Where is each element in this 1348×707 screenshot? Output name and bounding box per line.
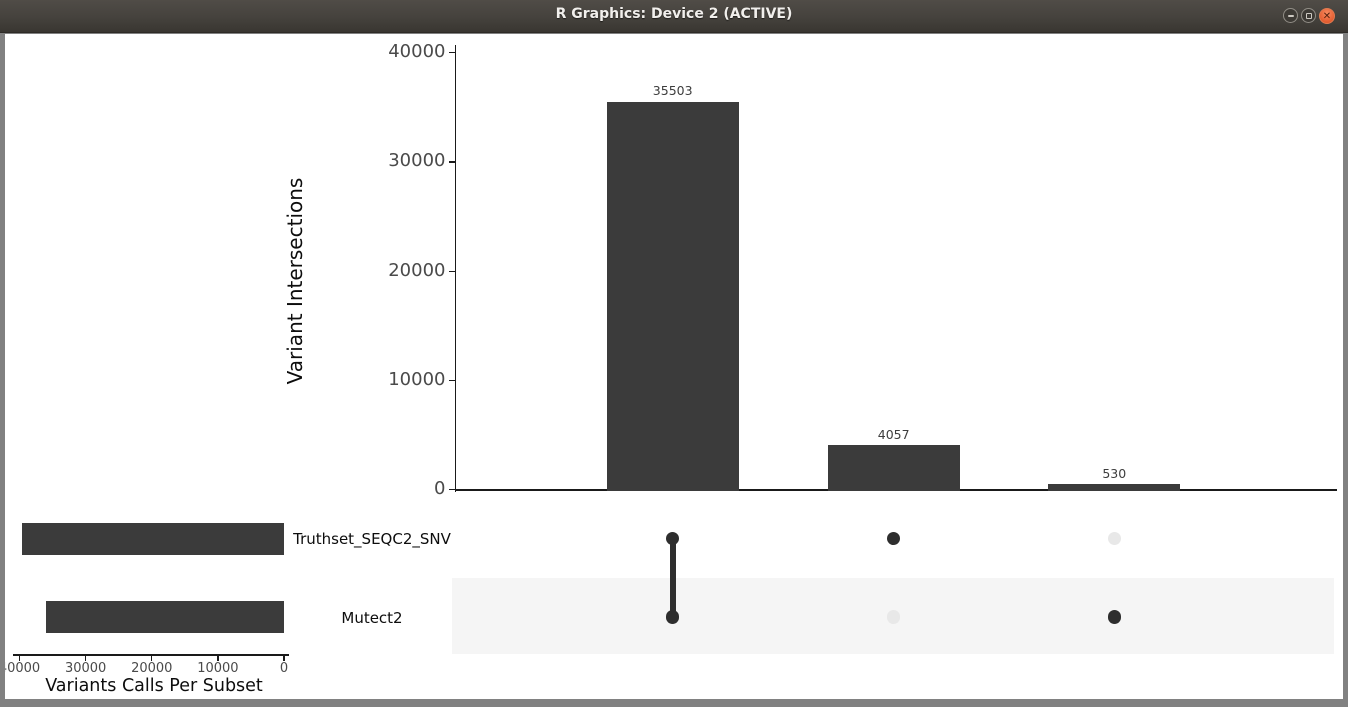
matrix-dot-inactive xyxy=(886,610,901,624)
y-axis-tick-label: 40000 xyxy=(388,41,446,63)
matrix-dot-active xyxy=(665,610,680,624)
upset-plot: Variant Intersections Truthset_SEQC2_SNV… xyxy=(5,34,1343,699)
set-axis-tick xyxy=(18,655,21,661)
intersection-y-axis-line xyxy=(454,45,457,492)
y-axis-tick xyxy=(448,51,456,54)
set-label-truthset: Truthset_SEQC2_SNV xyxy=(293,530,451,548)
set-axis-tick xyxy=(85,655,87,661)
y-axis-tick-label: 10000 xyxy=(388,369,446,390)
intersection-bar-value: 530 xyxy=(1102,465,1127,481)
intersection-bar xyxy=(827,445,960,491)
set-axis-tick-label: 0 xyxy=(279,661,289,676)
set-size-axis-line xyxy=(13,654,289,656)
matrix-dot-active xyxy=(1107,610,1122,624)
intersection-bar xyxy=(606,101,739,491)
set-axis-tick xyxy=(217,655,219,661)
y-axis-tick xyxy=(448,489,456,491)
intersection-bar-value: 35503 xyxy=(652,83,693,99)
set-size-bar xyxy=(45,600,284,633)
minimize-button[interactable] xyxy=(1283,8,1298,23)
matrix-dot-active xyxy=(886,531,901,546)
intersection-bar xyxy=(1048,484,1181,491)
y-axis-tick xyxy=(448,379,456,382)
set-axis-tick-label: 10000 xyxy=(197,661,239,676)
set-axis-tick-label: 20000 xyxy=(131,661,173,676)
minimize-icon xyxy=(1287,15,1294,17)
close-icon: ✕ xyxy=(1322,10,1332,22)
intersection-bar-value: 4057 xyxy=(877,426,910,442)
set-size-bar xyxy=(22,523,284,555)
window-titlebar[interactable]: R Graphics: Device 2 (ACTIVE) ✕ xyxy=(0,0,1348,33)
close-button[interactable]: ✕ xyxy=(1319,7,1335,24)
set-label-mutect2: Mutect2 xyxy=(341,608,403,627)
maximize-icon xyxy=(1305,12,1312,19)
set-axis-tick xyxy=(151,655,153,661)
matrix-dot-inactive xyxy=(1107,531,1122,546)
maximize-button[interactable] xyxy=(1301,8,1316,23)
set-axis-tick xyxy=(283,655,285,661)
plot-canvas: Variant Intersections Truthset_SEQC2_SNV… xyxy=(5,34,1343,699)
matrix-dot-active xyxy=(665,531,680,546)
window-title: R Graphics: Device 2 (ACTIVE) xyxy=(555,6,793,22)
set-axis-tick-label: 40000 xyxy=(5,661,41,676)
matrix-connector xyxy=(669,538,676,617)
set-axis-tick-label: 30000 xyxy=(64,661,107,676)
y-axis-tick-label: 0 xyxy=(434,478,446,500)
y-axis-tick xyxy=(448,270,456,272)
y-axis-tick xyxy=(448,161,456,163)
set-size-axis-title: Variants Calls Per Subset xyxy=(45,676,263,696)
y-axis-tick-label: 20000 xyxy=(388,259,446,281)
y-axis-tick-label: 30000 xyxy=(388,150,446,172)
intersection-y-axis-title: Variant Intersections xyxy=(283,177,307,385)
